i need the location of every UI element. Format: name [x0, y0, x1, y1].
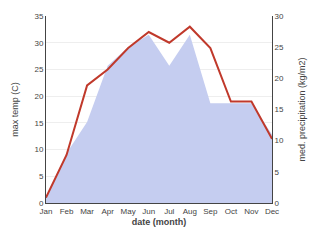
svg-text:date (month): date (month): [132, 217, 187, 227]
svg-text:Mar: Mar: [80, 207, 94, 216]
svg-text:Jan: Jan: [40, 207, 53, 216]
svg-text:15: 15: [34, 119, 43, 128]
svg-text:Aug: Aug: [183, 207, 197, 216]
svg-text:Oct: Oct: [225, 207, 238, 216]
svg-text:5: 5: [39, 172, 44, 181]
svg-text:0: 0: [39, 199, 44, 208]
svg-text:25: 25: [275, 43, 284, 52]
svg-text:May: May: [121, 207, 136, 216]
svg-text:Dec: Dec: [265, 207, 279, 216]
svg-text:max temp (C): max temp (C): [10, 82, 20, 137]
svg-text:10: 10: [34, 145, 43, 154]
svg-text:5: 5: [275, 168, 280, 177]
svg-text:Apr: Apr: [101, 207, 114, 216]
svg-text:25: 25: [34, 65, 43, 74]
svg-text:0: 0: [275, 199, 280, 208]
svg-text:35: 35: [34, 12, 43, 21]
svg-text:30: 30: [275, 12, 284, 21]
svg-text:10: 10: [275, 136, 284, 145]
svg-text:Jun: Jun: [142, 207, 155, 216]
svg-text:Nov: Nov: [244, 207, 258, 216]
svg-text:Jul: Jul: [164, 207, 174, 216]
svg-text:15: 15: [275, 105, 284, 114]
svg-text:20: 20: [275, 74, 284, 83]
svg-text:Sep: Sep: [203, 207, 218, 216]
svg-text:Feb: Feb: [60, 207, 74, 216]
svg-text:30: 30: [34, 39, 43, 48]
svg-text:20: 20: [34, 92, 43, 101]
svg-text:med. precipitation (kg/m2): med. precipitation (kg/m2): [297, 57, 307, 161]
